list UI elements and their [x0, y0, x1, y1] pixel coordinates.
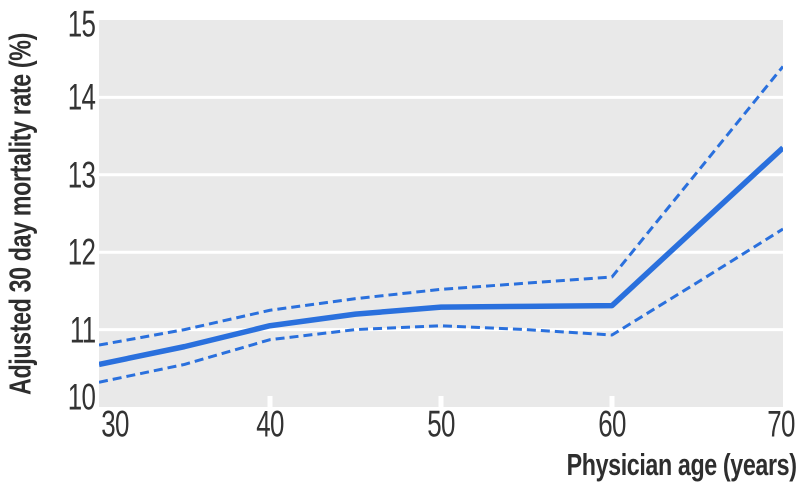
x-tick-label-text: 60 [598, 403, 626, 445]
lower-dashed-line [99, 227, 783, 384]
y-tick-label: 12 [0, 231, 96, 273]
x-tick-mark [609, 396, 615, 407]
plot-area [99, 20, 783, 407]
y-tick-label: 13 [0, 154, 96, 196]
x-tick-label-text: 30 [101, 403, 129, 445]
y-tick-label-text: 14 [67, 76, 96, 118]
y-tick-label-text: 12 [67, 231, 96, 273]
x-tick-mark [267, 396, 273, 407]
x-tick-label: 50 [421, 406, 460, 443]
x-axis-title-text: Physician age (years) [567, 447, 797, 482]
x-tick-label-text: 40 [256, 403, 284, 445]
y-tick-label: 15 [0, 3, 96, 45]
solid-line [99, 145, 783, 368]
x-tick-label: 40 [250, 406, 289, 443]
x-axis-title: Physician age (years) [297, 447, 797, 483]
x-tick-label-text: 70 [767, 403, 795, 445]
chart-canvas [99, 65, 783, 407]
y-tick-label: 14 [0, 76, 96, 118]
x-tick-label: 70 [761, 406, 800, 443]
y-tick-label: 11 [0, 309, 96, 351]
y-tick-label-text: 13 [67, 154, 96, 196]
y-tick-label: 10 [0, 376, 96, 418]
x-tick-label: 60 [592, 406, 631, 443]
upper-dashed-line [99, 65, 783, 347]
y-tick-label-text: 15 [67, 3, 96, 45]
y-tick-label-text: 10 [67, 376, 96, 418]
x-tick-mark [438, 396, 444, 407]
x-tick-label: 30 [95, 406, 134, 443]
y-tick-label-text: 11 [69, 309, 96, 351]
x-tick-label-text: 50 [427, 403, 455, 445]
